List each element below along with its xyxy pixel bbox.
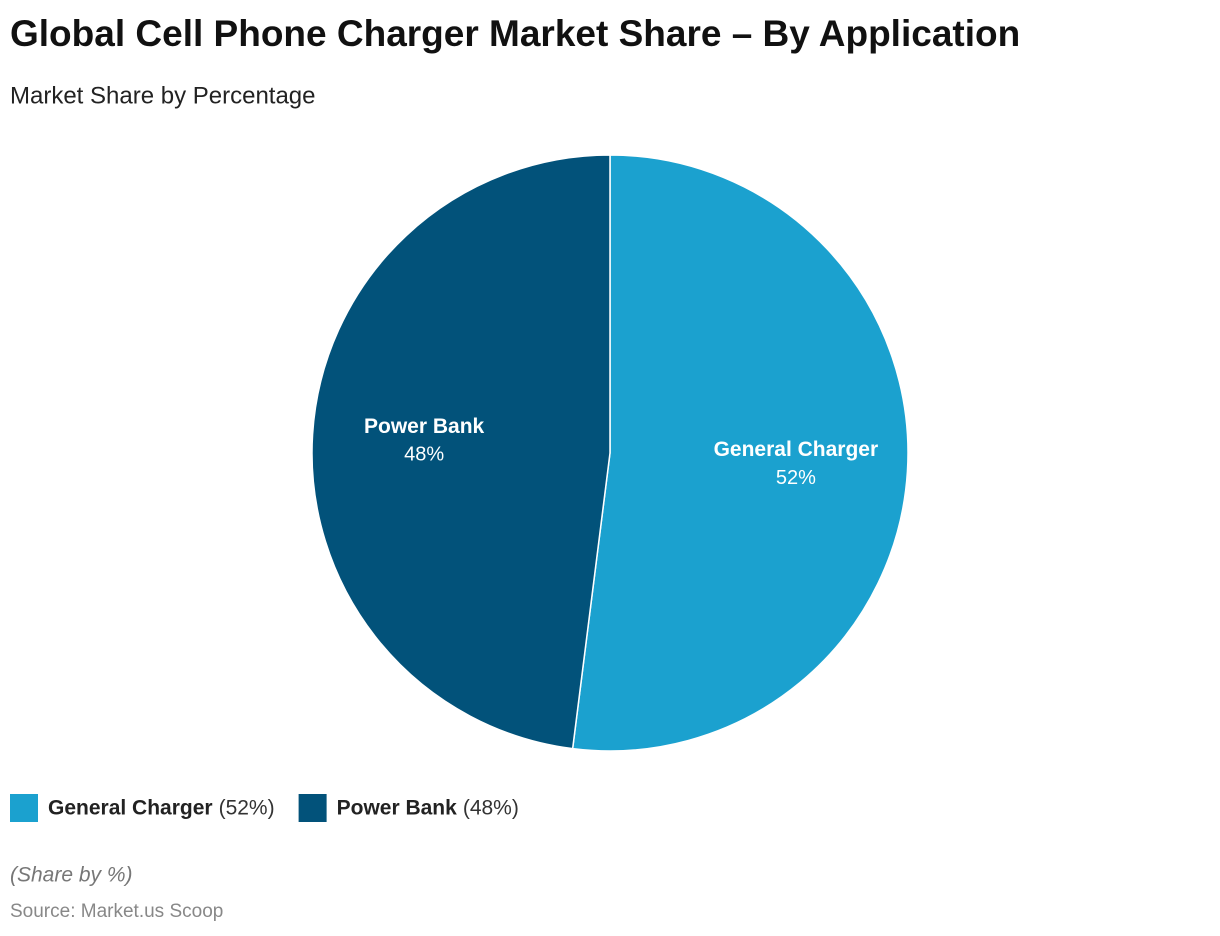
legend-swatch xyxy=(298,794,327,822)
legend-label: Power Bank xyxy=(337,797,458,820)
slice-label: Power Bank xyxy=(364,415,485,438)
pie-slice xyxy=(571,154,909,752)
legend-value: (52%) xyxy=(219,797,275,820)
chart-source: Source: Market.us Scoop xyxy=(10,901,223,922)
legend-swatch xyxy=(10,794,38,822)
slice-value-label: 48% xyxy=(404,444,444,466)
pie-slice xyxy=(311,154,611,750)
chart-note: (Share by %) xyxy=(10,864,133,887)
chart-subtitle: Market Share by Percentage xyxy=(10,82,316,109)
slice-label: General Charger xyxy=(714,438,879,461)
slice-value-label: 52% xyxy=(776,467,816,489)
legend-value: (48%) xyxy=(463,797,519,820)
legend-label: General Charger xyxy=(48,797,213,820)
chart-title: Global Cell Phone Charger Market Share –… xyxy=(10,13,1020,54)
